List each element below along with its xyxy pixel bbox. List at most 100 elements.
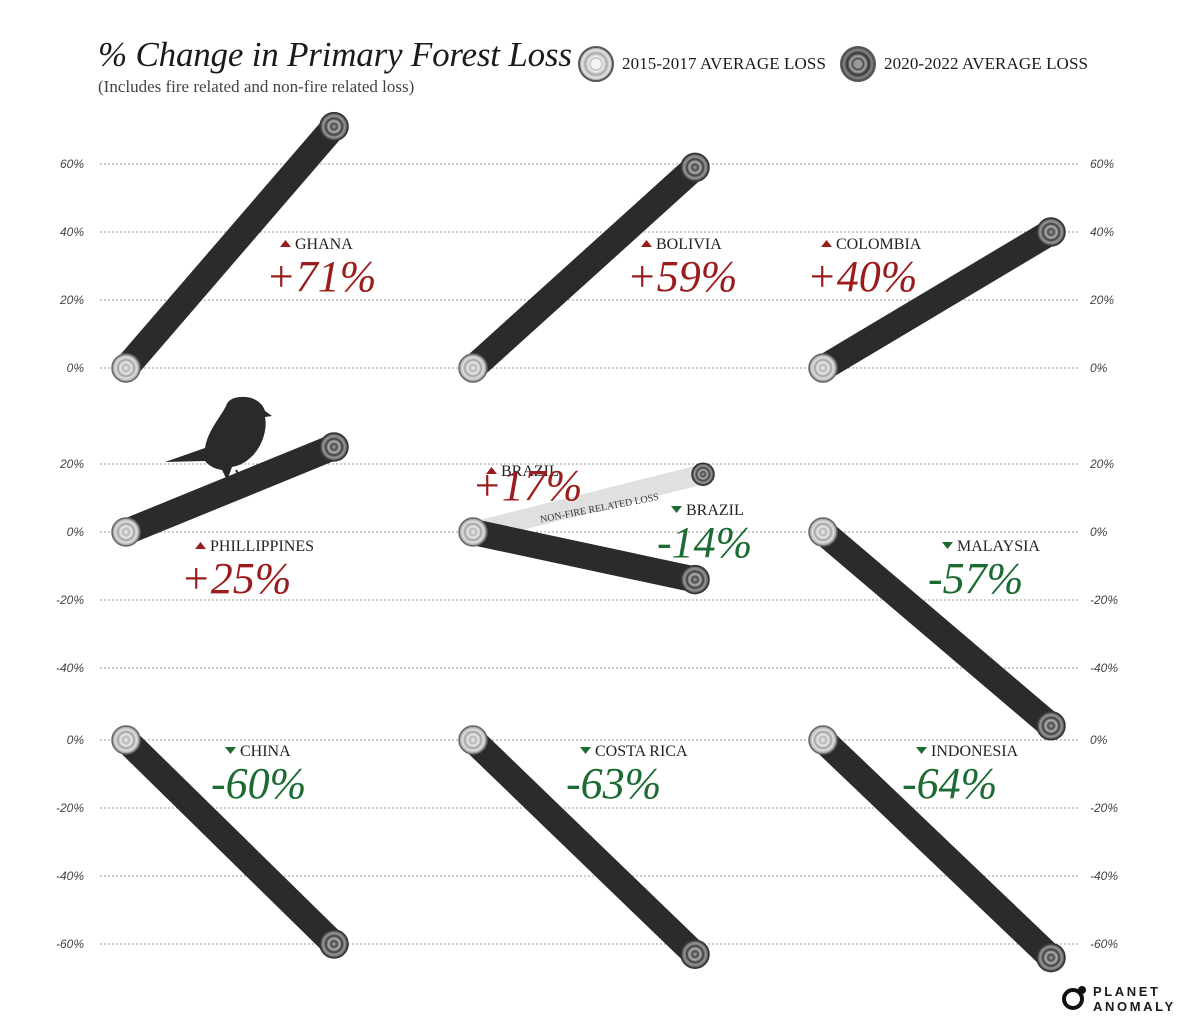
legend-item-start: 2015-2017 AVERAGE LOSS	[578, 46, 826, 82]
down-arrow-icon	[942, 542, 953, 549]
brazil-end-point	[680, 564, 710, 595]
country-label: CHINA	[240, 743, 291, 760]
percent-change-label: +40%	[807, 252, 917, 301]
tick-label-left: 0%	[67, 733, 85, 747]
phillippines-end-point	[319, 432, 349, 462]
country-label: COSTA RICA	[595, 743, 688, 760]
logs	[111, 111, 1066, 973]
ghana-log	[116, 118, 344, 377]
chart-header: % Change in Primary Forest Loss (Include…	[98, 35, 572, 97]
planet-icon	[1062, 986, 1086, 1010]
tick-label-left: 40%	[60, 225, 84, 239]
tick-label-left: 0%	[67, 361, 85, 375]
legend: 2015-2017 AVERAGE LOSS 2020-2022 AVERAGE…	[578, 46, 1102, 82]
up-arrow-icon	[486, 467, 497, 474]
log-end-dark-icon	[840, 46, 877, 82]
malaysia-start-point	[808, 517, 838, 547]
percent-change-label: +17%	[472, 461, 582, 510]
china-log	[116, 730, 344, 954]
brazil-log	[470, 519, 698, 593]
percent-change-label: -64%	[902, 759, 997, 808]
china-start-point	[111, 725, 141, 755]
tick-label-left: -20%	[56, 801, 84, 815]
tick-label-right: 40%	[1090, 225, 1114, 239]
indonesia-end-point	[1036, 942, 1066, 973]
percent-change-label: -57%	[928, 554, 1023, 603]
logo-line-2: ANOMALY	[1093, 999, 1176, 1014]
logo-line-1: PLANET	[1093, 984, 1161, 999]
country-label: COLOMBIA	[836, 236, 922, 253]
down-arrow-icon	[916, 747, 927, 754]
indonesia-start-point	[808, 725, 838, 755]
chart-title: % Change in Primary Forest Loss	[98, 35, 572, 74]
china-end-point	[319, 929, 349, 959]
percent-change-label: +25%	[181, 554, 291, 603]
log-end-light-icon	[578, 46, 614, 82]
country-label: BRAZIL	[501, 463, 559, 480]
tick-label-right: -60%	[1090, 937, 1118, 951]
ghana-start-point	[111, 353, 141, 383]
tick-label-right: 0%	[1090, 361, 1108, 375]
tick-label-left: 0%	[67, 525, 85, 539]
phillippines-start-point	[111, 517, 141, 547]
colombia-end-point	[1036, 217, 1066, 247]
tick-label-right: 0%	[1090, 525, 1108, 539]
brazil-non-fire-end-point	[691, 462, 715, 486]
down-arrow-icon	[671, 506, 682, 513]
country-label: BOLIVIA	[656, 236, 722, 253]
tick-label-right: 20%	[1089, 293, 1114, 307]
bolivia-end-point	[680, 152, 710, 183]
logo-text: PLANET ANOMALY	[1093, 984, 1176, 1014]
up-arrow-icon	[195, 542, 206, 549]
up-arrow-icon	[821, 240, 832, 247]
tick-label-right: -40%	[1090, 661, 1118, 675]
up-arrow-icon	[641, 240, 652, 247]
malaysia-end-point	[1036, 711, 1066, 741]
down-arrow-icon	[225, 747, 236, 754]
percent-change-label: -14%	[657, 518, 752, 567]
planet-anomaly-logo: PLANET ANOMALY	[1062, 984, 1176, 1014]
brazil-start-point	[458, 517, 488, 547]
legend-item-end: 2020-2022 AVERAGE LOSS	[840, 46, 1088, 82]
chart-subtitle: (Includes fire related and non-fire rela…	[98, 76, 415, 96]
country-label: BRAZIL	[686, 502, 744, 519]
country-label: PHILLIPPINES	[210, 538, 314, 555]
tick-label-right: -20%	[1090, 801, 1118, 815]
colombia-log	[816, 220, 1058, 380]
tick-label-left: -60%	[56, 937, 84, 951]
legend-label-start: 2015-2017 AVERAGE LOSS	[622, 54, 827, 73]
costa-rica-start-point	[458, 725, 488, 755]
country-label: INDONESIA	[931, 743, 1019, 760]
percent-change-label: -60%	[211, 759, 306, 808]
up-arrow-icon	[280, 240, 291, 247]
colombia-start-point	[808, 353, 838, 383]
indonesia-log	[814, 730, 1060, 968]
tick-label-left: -40%	[56, 661, 84, 675]
tick-label-left: 20%	[59, 293, 84, 307]
percent-change-label: +59%	[627, 252, 737, 301]
costa-rica-log	[463, 730, 705, 964]
malaysia-log	[814, 522, 1060, 736]
country-label: MALAYSIA	[957, 538, 1040, 555]
bolivia-start-point	[458, 353, 488, 383]
tick-label-left: -20%	[56, 593, 84, 607]
tick-label-left: 60%	[60, 157, 84, 171]
tick-label-right: -20%	[1090, 593, 1118, 607]
down-arrow-icon	[580, 747, 591, 754]
ghana-end-point	[319, 111, 349, 142]
legend-label-end: 2020-2022 AVERAGE LOSS	[884, 54, 1089, 73]
tick-label-right: -40%	[1090, 869, 1118, 883]
percent-change-label: +71%	[266, 252, 376, 301]
bird-illustration	[165, 396, 272, 486]
tick-label-left: -40%	[56, 869, 84, 883]
tick-label-right: 60%	[1090, 157, 1114, 171]
phillippines-log	[121, 434, 339, 545]
tick-label-left: 20%	[59, 457, 84, 471]
tick-label-right: 20%	[1089, 457, 1114, 471]
tick-label-right: 0%	[1090, 733, 1108, 747]
percent-change-label: -63%	[566, 759, 661, 808]
brazil-non-fire-log	[470, 464, 706, 542]
costa-rica-end-point	[680, 939, 710, 969]
country-label: GHANA	[295, 236, 353, 253]
